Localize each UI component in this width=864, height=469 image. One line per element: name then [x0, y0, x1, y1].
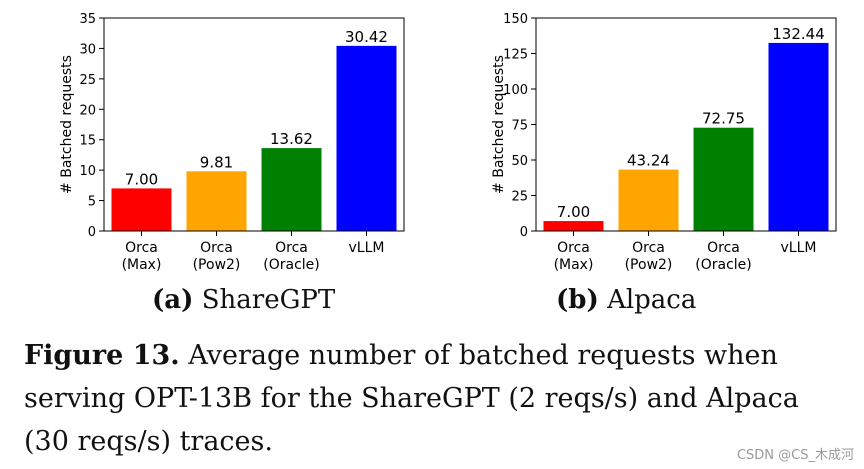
- y-tick-label: 0: [520, 225, 528, 240]
- subcaption-a: (a) ShareGPT: [152, 285, 335, 315]
- bar: [768, 42, 829, 232]
- plot-frame: [535, 17, 837, 232]
- y-tick-label: 15: [79, 134, 96, 149]
- y-tick-label: 75: [511, 119, 528, 134]
- bar-value-label: 72.75: [702, 110, 745, 128]
- y-tick-label: 50: [511, 154, 528, 169]
- subcaption-b-tag: (b): [556, 285, 599, 315]
- x-tick-label: Orca (Max): [554, 240, 594, 273]
- chart-sharegpt: 0 5 10 15 20 25 30 35 7.00 Orca (Max) 9.81 Orca (Pow2…: [59, 12, 405, 273]
- chart-alpaca: 0 25 50 75 100 125 150 7.00 Orca (Max) 43.24 Orca (P…: [491, 12, 837, 273]
- x-tick-label: Orca (Pow2): [625, 240, 673, 273]
- bar: [336, 45, 397, 231]
- y-tick-label: 5: [88, 195, 96, 210]
- bar-value-label: 13.62: [270, 130, 313, 148]
- bar: [261, 148, 322, 231]
- y-axis-label: # Batched requests: [491, 55, 507, 194]
- bar: [111, 188, 172, 231]
- bar-value-label: 30.42: [345, 28, 388, 46]
- x-tick-label: Orca (Max): [122, 240, 162, 273]
- x-tick-label: Orca (Oracle): [695, 240, 751, 273]
- caption-label: Figure 13.: [24, 340, 180, 371]
- y-tick-label: 35: [79, 12, 96, 27]
- figure-caption: Figure 13. Average number of batched req…: [24, 334, 836, 463]
- plot-frame: [103, 17, 405, 232]
- y-tick-label: 25: [79, 73, 96, 88]
- caption-text: Average number of batched requests when …: [24, 340, 799, 457]
- bar: [186, 171, 247, 231]
- x-tick-label: Orca (Pow2): [193, 240, 241, 273]
- bar: [693, 127, 754, 231]
- y-tick-label: 30: [79, 42, 96, 57]
- x-tick-label: vLLM: [349, 240, 385, 256]
- subcaption-b-text: Alpaca: [607, 285, 697, 315]
- y-axis-label: # Batched requests: [59, 55, 75, 194]
- bar: [618, 169, 679, 231]
- y-tick-label: 100: [503, 83, 528, 98]
- bar-value-label: 9.81: [200, 153, 233, 171]
- x-tick-label: vLLM: [781, 240, 817, 256]
- watermark: CSDN @CS_木成河: [736, 448, 854, 463]
- subcaption-a-tag: (a): [152, 285, 194, 315]
- bar-value-label: 7.00: [557, 203, 590, 221]
- subcaption-a-text: ShareGPT: [201, 285, 336, 315]
- y-tick-label: 0: [88, 225, 96, 240]
- x-tick-label: Orca (Oracle): [263, 240, 319, 273]
- bar-value-label: 7.00: [125, 170, 158, 188]
- bar: [543, 221, 604, 231]
- bar-value-label: 43.24: [627, 152, 670, 170]
- y-tick-label: 10: [79, 164, 96, 179]
- y-tick-label: 20: [79, 103, 96, 118]
- y-tick-label: 125: [503, 48, 528, 63]
- y-tick-label: 25: [511, 190, 528, 205]
- y-tick-label: 150: [503, 12, 528, 27]
- subcaption-b: (b) Alpaca: [556, 285, 696, 315]
- bar-value-label: 132.44: [772, 25, 825, 43]
